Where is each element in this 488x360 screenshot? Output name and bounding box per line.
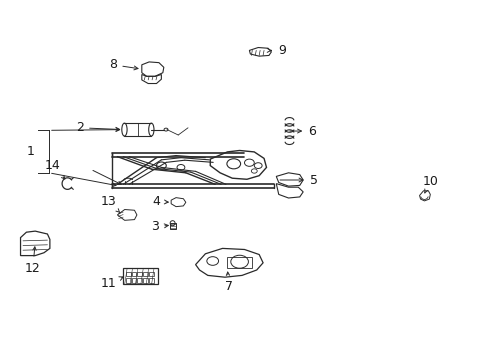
Text: 2: 2 — [76, 121, 120, 134]
Bar — [137, 272, 142, 276]
Bar — [131, 272, 136, 276]
Text: 9: 9 — [266, 44, 285, 57]
Text: 8: 8 — [109, 58, 138, 71]
Text: 4: 4 — [152, 195, 168, 208]
Bar — [143, 272, 148, 276]
Bar — [170, 223, 176, 229]
Text: 3: 3 — [151, 220, 168, 233]
Text: 13: 13 — [101, 195, 120, 213]
Bar — [125, 272, 130, 276]
Text: 1: 1 — [26, 145, 34, 158]
Text: 7: 7 — [224, 272, 232, 293]
Text: 6: 6 — [289, 125, 315, 138]
Bar — [131, 278, 136, 283]
Text: 11: 11 — [101, 277, 123, 290]
Bar — [143, 278, 148, 283]
Bar — [149, 278, 154, 283]
Bar — [125, 278, 130, 283]
Bar — [137, 278, 142, 283]
Bar — [149, 272, 154, 276]
Text: 5: 5 — [280, 174, 317, 186]
Bar — [227, 257, 251, 268]
Bar — [123, 268, 158, 284]
Text: 14: 14 — [45, 159, 65, 179]
Text: 12: 12 — [25, 247, 41, 275]
Text: 10: 10 — [422, 175, 437, 193]
